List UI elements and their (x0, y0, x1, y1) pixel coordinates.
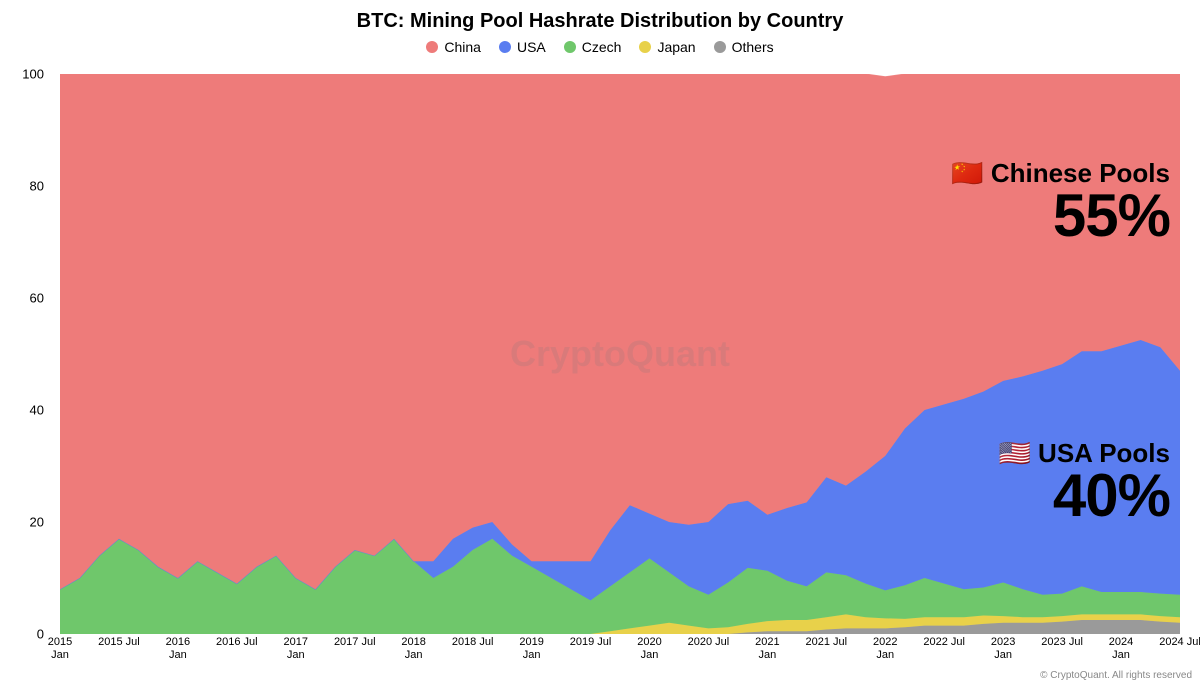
x-tick: 2018 Jul (452, 636, 494, 649)
annotation-pct: 40% (998, 466, 1170, 526)
y-tick: 100 (22, 67, 44, 82)
annotation-pct: 55% (951, 186, 1170, 246)
x-tick: 2023 Jan (991, 636, 1015, 661)
annotation: 🇺🇸 USA Pools40% (998, 440, 1170, 526)
x-tick: 2022 Jan (873, 636, 897, 661)
y-tick: 0 (37, 627, 44, 642)
y-tick: 80 (30, 179, 44, 194)
x-tick: 2023 Jul (1041, 636, 1083, 649)
chart-title: BTC: Mining Pool Hashrate Distribution b… (0, 0, 1200, 33)
x-tick: 2016 Jul (216, 636, 258, 649)
x-tick: 2024 Jan (1109, 636, 1133, 661)
y-tick: 40 (30, 403, 44, 418)
legend-item: Japan (639, 39, 695, 55)
x-tick: 2022 Jul (923, 636, 965, 649)
x-tick: 2019 Jan (519, 636, 543, 661)
legend: China USA Czech Japan Others (0, 39, 1200, 55)
copyright: © CryptoQuant. All rights reserved (1040, 670, 1192, 681)
legend-label: China (444, 39, 481, 55)
x-tick: 2020 Jul (688, 636, 730, 649)
x-tick: 2016 Jan (166, 636, 190, 661)
legend-swatch (426, 41, 438, 53)
legend-swatch (499, 41, 511, 53)
x-tick: 2021 Jul (806, 636, 848, 649)
x-tick: 2020 Jan (637, 636, 661, 661)
x-axis: 2015 Jan2015 Jul2016 Jan2016 Jul2017 Jan… (60, 636, 1180, 676)
x-tick: 2024 Jul (1159, 636, 1200, 649)
x-tick: 2015 Jul (98, 636, 140, 649)
legend-item: Others (714, 39, 774, 55)
x-tick: 2018 Jan (401, 636, 425, 661)
legend-label: USA (517, 39, 546, 55)
legend-swatch (639, 41, 651, 53)
y-tick: 60 (30, 291, 44, 306)
legend-label: Others (732, 39, 774, 55)
legend-item: Czech (564, 39, 622, 55)
annotation: 🇨🇳 Chinese Pools55% (951, 160, 1170, 246)
legend-label: Czech (582, 39, 622, 55)
legend-swatch (564, 41, 576, 53)
x-tick: 2021 Jan (755, 636, 779, 661)
x-tick: 2017 Jul (334, 636, 376, 649)
x-tick: 2019 Jul (570, 636, 612, 649)
x-tick: 2015 Jan (48, 636, 72, 661)
legend-item: China (426, 39, 481, 55)
y-tick: 20 (30, 515, 44, 530)
legend-item: USA (499, 39, 546, 55)
y-axis: 020406080100 (0, 74, 50, 634)
x-tick: 2017 Jan (284, 636, 308, 661)
legend-swatch (714, 41, 726, 53)
legend-label: Japan (657, 39, 695, 55)
